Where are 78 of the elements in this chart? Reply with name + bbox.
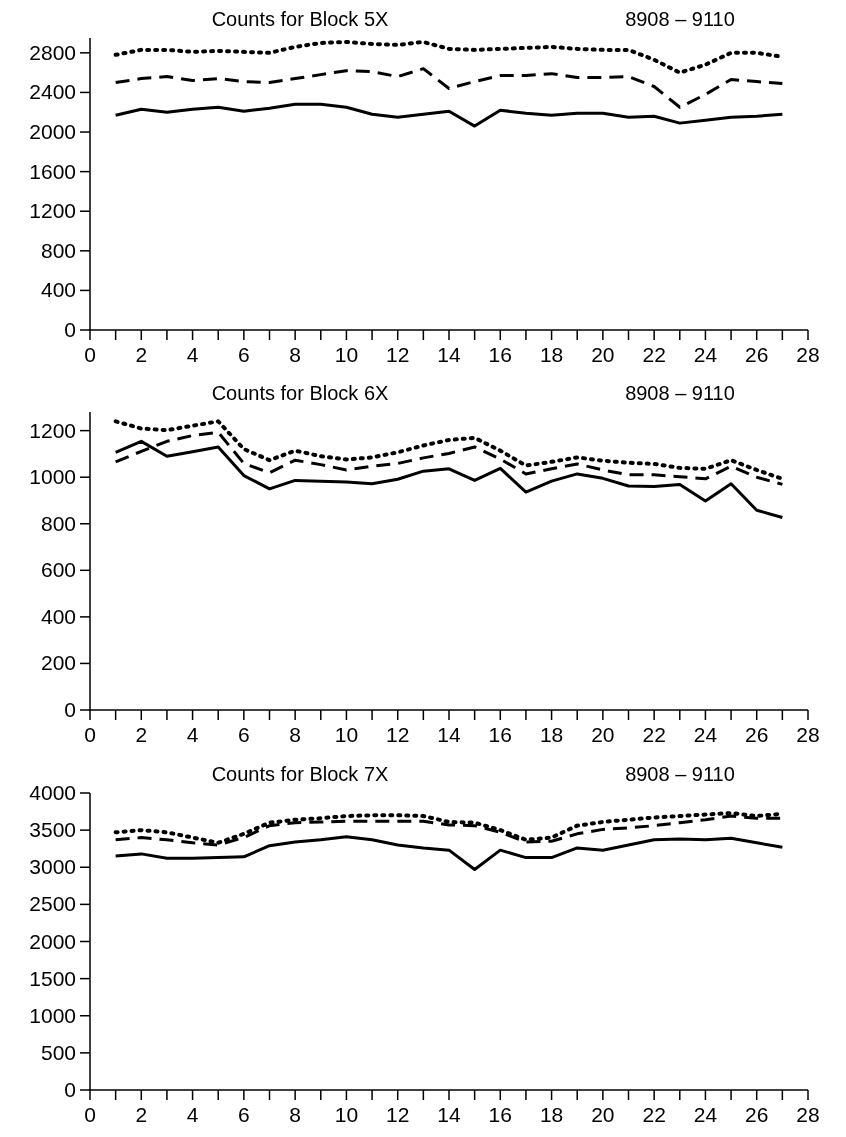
- x-tick-label: 26: [745, 1103, 769, 1126]
- x-tick-label: 16: [488, 343, 512, 366]
- chart-title: Counts for Block 6X: [211, 382, 389, 404]
- chart-title: Counts for Block 7X: [211, 763, 389, 785]
- y-tick-label: 1600: [29, 159, 76, 183]
- y-tick-label: 3500: [29, 818, 76, 842]
- y-tick-label: 1000: [29, 1003, 76, 1027]
- x-tick-label: 14: [437, 723, 461, 746]
- x-tick-label: 6: [238, 723, 250, 746]
- x-tick-label: 2: [135, 343, 148, 366]
- x-tick-label: 22: [642, 723, 666, 746]
- y-tick-label: 1200: [29, 418, 76, 442]
- y-tick-label: 0: [64, 318, 76, 341]
- x-tick-label: 10: [334, 343, 359, 366]
- x-tick-label: 28: [796, 1103, 820, 1126]
- y-tick-label: 400: [40, 604, 76, 628]
- y-tick-label: 1000: [29, 465, 76, 489]
- x-tick-label: 2: [135, 1103, 148, 1126]
- x-tick-label: 20: [591, 343, 615, 366]
- y-tick-label: 2000: [29, 120, 76, 144]
- x-tick-label: 14: [437, 1103, 461, 1126]
- x-tick-label: 22: [642, 343, 666, 366]
- x-tick-label: 20: [591, 723, 615, 746]
- x-tick-label: 18: [539, 1103, 564, 1126]
- y-tick-label: 1200: [29, 199, 76, 223]
- x-tick-label: 22: [642, 1103, 666, 1126]
- x-tick-label: 16: [488, 1103, 512, 1126]
- chart-subtitle: 8908 – 9110: [625, 8, 735, 30]
- x-tick-label: 18: [539, 723, 564, 746]
- y-tick-label: 2800: [29, 40, 76, 64]
- x-tick-label: 2: [135, 723, 148, 746]
- x-tick-label: 18: [539, 343, 564, 366]
- y-tick-label: 0: [64, 698, 76, 721]
- y-tick-label: 600: [40, 558, 76, 582]
- x-tick-label: 24: [693, 723, 718, 746]
- x-tick-label: 6: [238, 1103, 250, 1126]
- x-tick-label: 6: [238, 343, 250, 366]
- x-tick-label: 28: [796, 343, 820, 366]
- x-tick-label: 14: [437, 343, 461, 366]
- x-tick-label: 8: [289, 1103, 301, 1126]
- chart-subtitle: 8908 – 9110: [625, 763, 735, 785]
- line-series: [114, 102, 784, 128]
- x-tick-label: 26: [745, 723, 769, 746]
- x-tick-label: 0: [84, 1103, 96, 1126]
- y-tick-label: 1500: [29, 966, 76, 990]
- y-tick-label: 800: [40, 511, 76, 535]
- x-tick-label: 12: [386, 1103, 410, 1126]
- y-tick-label: 4000: [29, 781, 76, 804]
- y-tick-label: 500: [40, 1040, 76, 1064]
- x-tick-label: 12: [386, 723, 410, 746]
- y-tick-label: 2500: [29, 892, 76, 916]
- y-tick-label: 2000: [29, 929, 76, 953]
- y-tick-label: 2400: [29, 80, 76, 104]
- x-tick-label: 4: [186, 723, 199, 746]
- x-tick-label: 0: [84, 343, 96, 366]
- x-tick-label: 26: [745, 343, 769, 366]
- x-tick-label: 10: [334, 1103, 359, 1126]
- x-tick-label: 24: [693, 343, 718, 366]
- x-tick-label: 4: [186, 343, 199, 366]
- y-tick-label: 400: [40, 278, 76, 302]
- x-tick-label: 12: [386, 343, 410, 366]
- y-tick-label: 800: [40, 238, 76, 262]
- x-tick-label: 8: [289, 723, 301, 746]
- x-tick-label: 20: [591, 1103, 615, 1126]
- x-tick-label: 16: [488, 723, 512, 746]
- x-tick-label: 10: [334, 723, 359, 746]
- y-tick-label: 0: [64, 1078, 76, 1101]
- y-tick-label: 200: [40, 651, 76, 675]
- line-series: [114, 67, 784, 109]
- x-tick-label: 0: [84, 723, 96, 746]
- x-tick-label: 8: [289, 343, 301, 366]
- y-tick-label: 3000: [29, 855, 76, 879]
- line-series: [114, 835, 784, 871]
- x-tick-label: 24: [693, 1103, 718, 1126]
- chart-subtitle: 8908 – 9110: [625, 382, 735, 404]
- x-tick-label: 4: [186, 1103, 199, 1126]
- x-tick-label: 28: [796, 723, 820, 746]
- chart-title: Counts for Block 5X: [211, 8, 389, 30]
